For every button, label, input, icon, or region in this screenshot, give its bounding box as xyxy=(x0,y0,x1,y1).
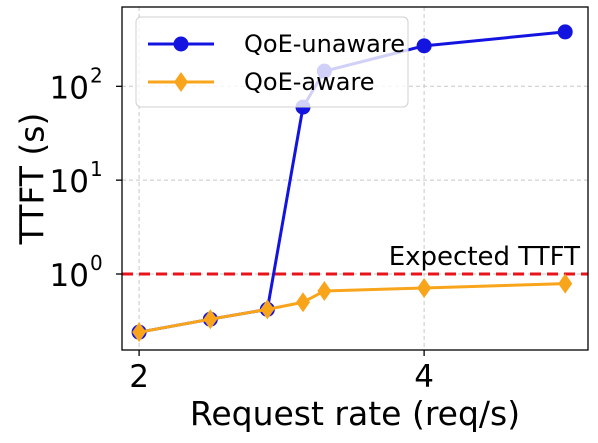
data-point xyxy=(558,273,573,294)
legend: QoE-unaware QoE-aware xyxy=(135,16,409,108)
legend-marker xyxy=(173,36,189,52)
x-axis-title: Request rate (req/s) xyxy=(190,394,520,433)
data-point xyxy=(203,309,218,330)
y-tick-label-exponent: 1 xyxy=(90,157,103,181)
legend-label: QoE-aware xyxy=(244,68,375,96)
reference-line-group: Expected TTFT xyxy=(122,242,588,276)
y-tick-label-base: 10 xyxy=(50,258,89,294)
data-point xyxy=(132,322,147,343)
data-point xyxy=(295,292,310,313)
data-point xyxy=(416,38,432,54)
data-point xyxy=(417,277,432,298)
legend-item: QoE-aware xyxy=(148,68,375,96)
expected-ttft-label: Expected TTFT xyxy=(389,242,580,272)
x-tick-label: 2 xyxy=(129,359,149,395)
data-point xyxy=(317,280,332,301)
plot-area-frame xyxy=(121,6,589,351)
data-point xyxy=(260,299,275,320)
y-tick-label-exponent: 2 xyxy=(90,63,103,87)
legend-marker xyxy=(174,72,188,92)
y-tick-label-base: 10 xyxy=(50,70,89,106)
legend-label: QoE-unaware xyxy=(244,30,405,58)
y-tick-label-base: 10 xyxy=(50,164,89,200)
y-tick-label-exponent: 0 xyxy=(90,251,103,275)
data-point xyxy=(557,24,573,40)
x-tick-label: 4 xyxy=(414,359,434,395)
series-qoe-aware xyxy=(132,273,573,343)
legend-item: QoE-unaware xyxy=(148,30,405,58)
y-axis-title: TTFT (s) xyxy=(13,113,52,246)
legend-box xyxy=(135,16,409,108)
